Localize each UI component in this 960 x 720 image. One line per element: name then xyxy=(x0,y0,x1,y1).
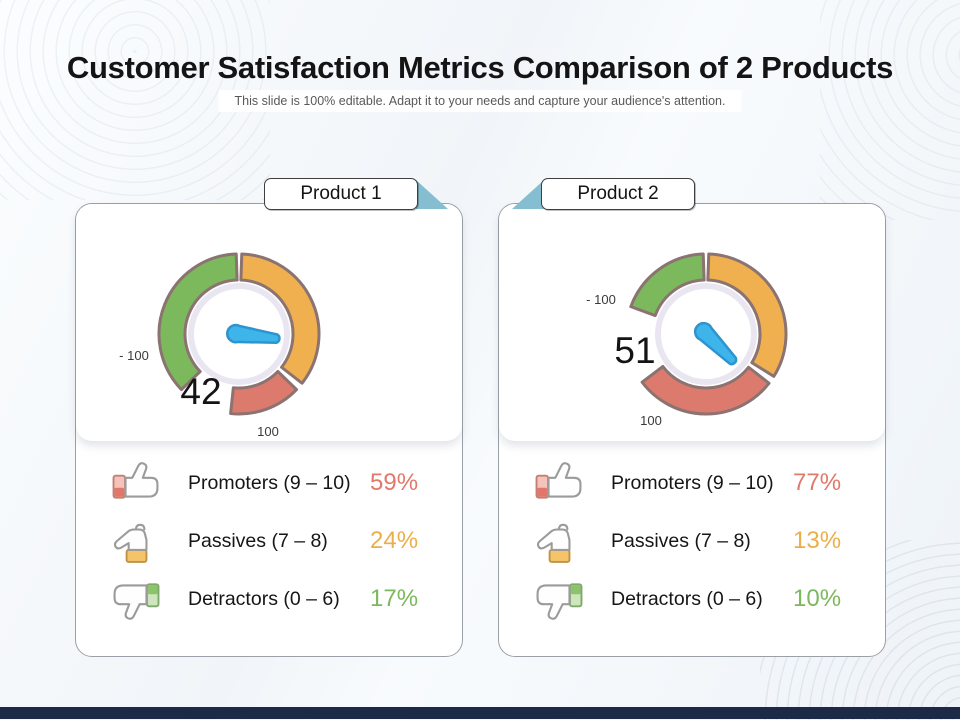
footer-bar xyxy=(0,707,960,719)
gauge-max-label: 100 xyxy=(640,413,662,428)
gauge-value: 42 xyxy=(180,371,222,412)
gauge-value: 51 xyxy=(614,330,656,371)
stat-label: Promoters (9 – 10) xyxy=(188,471,351,494)
stat-row-passives: Passives (7 – 8) 24% xyxy=(104,512,444,570)
stat-value: 17% xyxy=(370,585,419,612)
product-1-card: Product 1 42 - 100 100 Promoters (9 – 10… xyxy=(75,178,463,657)
gauge-needle xyxy=(226,323,281,345)
stat-value: 13% xyxy=(793,527,842,554)
stat-value: 10% xyxy=(793,585,842,612)
gauge-segment-orange-zone xyxy=(239,252,321,385)
gauge-panel: 51 - 100 100 xyxy=(499,204,885,441)
gauge-segment-red-zone xyxy=(640,365,771,416)
thumbs-down-icon xyxy=(110,576,162,622)
stats-list: Promoters (9 – 10) 77% Passives (7 – 8) … xyxy=(527,454,867,628)
stat-row-detractors: Detractors (0 – 6) 10% xyxy=(527,570,867,628)
stat-label: Passives (7 – 8) xyxy=(611,529,751,552)
page-subtitle: This slide is 100% editable. Adapt it to… xyxy=(218,90,742,112)
gauge-min-label: - 100 xyxy=(119,348,149,363)
stats-list: Promoters (9 – 10) 59% Passives (7 – 8) … xyxy=(104,454,444,628)
gauge-needle xyxy=(693,321,738,366)
stat-label: Detractors (0 – 6) xyxy=(611,587,763,610)
stat-value: 77% xyxy=(793,469,842,496)
raised-hand-icon xyxy=(533,518,585,564)
gauge-chart-product-1 xyxy=(157,252,321,416)
stat-value: 24% xyxy=(370,527,419,554)
stat-row-passives: Passives (7 – 8) 13% xyxy=(527,512,867,570)
stat-label: Passives (7 – 8) xyxy=(188,529,328,552)
gauge-min-label: - 100 xyxy=(586,292,616,307)
gauge-max-label: 100 xyxy=(257,424,279,439)
gauge-segment-green-zone xyxy=(629,252,706,318)
thumbs-up-icon xyxy=(533,460,585,506)
gauge-segment-orange-zone xyxy=(706,252,788,378)
gauge-segment-red-zone xyxy=(229,370,299,416)
stat-row-promoters: Promoters (9 – 10) 59% xyxy=(104,454,444,512)
product-2-card: Product 2 51 - 100 100 Promoters (9 – 10… xyxy=(498,178,886,657)
concentric-circles-decoration-top-right xyxy=(820,0,960,220)
stat-label: Detractors (0 – 6) xyxy=(188,587,340,610)
stat-value: 59% xyxy=(370,469,419,496)
stat-label: Promoters (9 – 10) xyxy=(611,471,774,494)
gauge-chart-product-2 xyxy=(629,252,788,416)
raised-hand-icon xyxy=(110,518,162,564)
product-2-title: Product 2 xyxy=(541,178,695,210)
page-title: Customer Satisfaction Metrics Comparison… xyxy=(66,50,894,85)
product-1-title: Product 1 xyxy=(264,178,418,210)
thumbs-down-icon xyxy=(533,576,585,622)
stat-row-detractors: Detractors (0 – 6) 17% xyxy=(104,570,444,628)
gauge-panel: 42 - 100 100 xyxy=(76,204,462,441)
stat-row-promoters: Promoters (9 – 10) 77% xyxy=(527,454,867,512)
thumbs-up-icon xyxy=(110,460,162,506)
gauge-segment-green-zone xyxy=(157,252,239,392)
